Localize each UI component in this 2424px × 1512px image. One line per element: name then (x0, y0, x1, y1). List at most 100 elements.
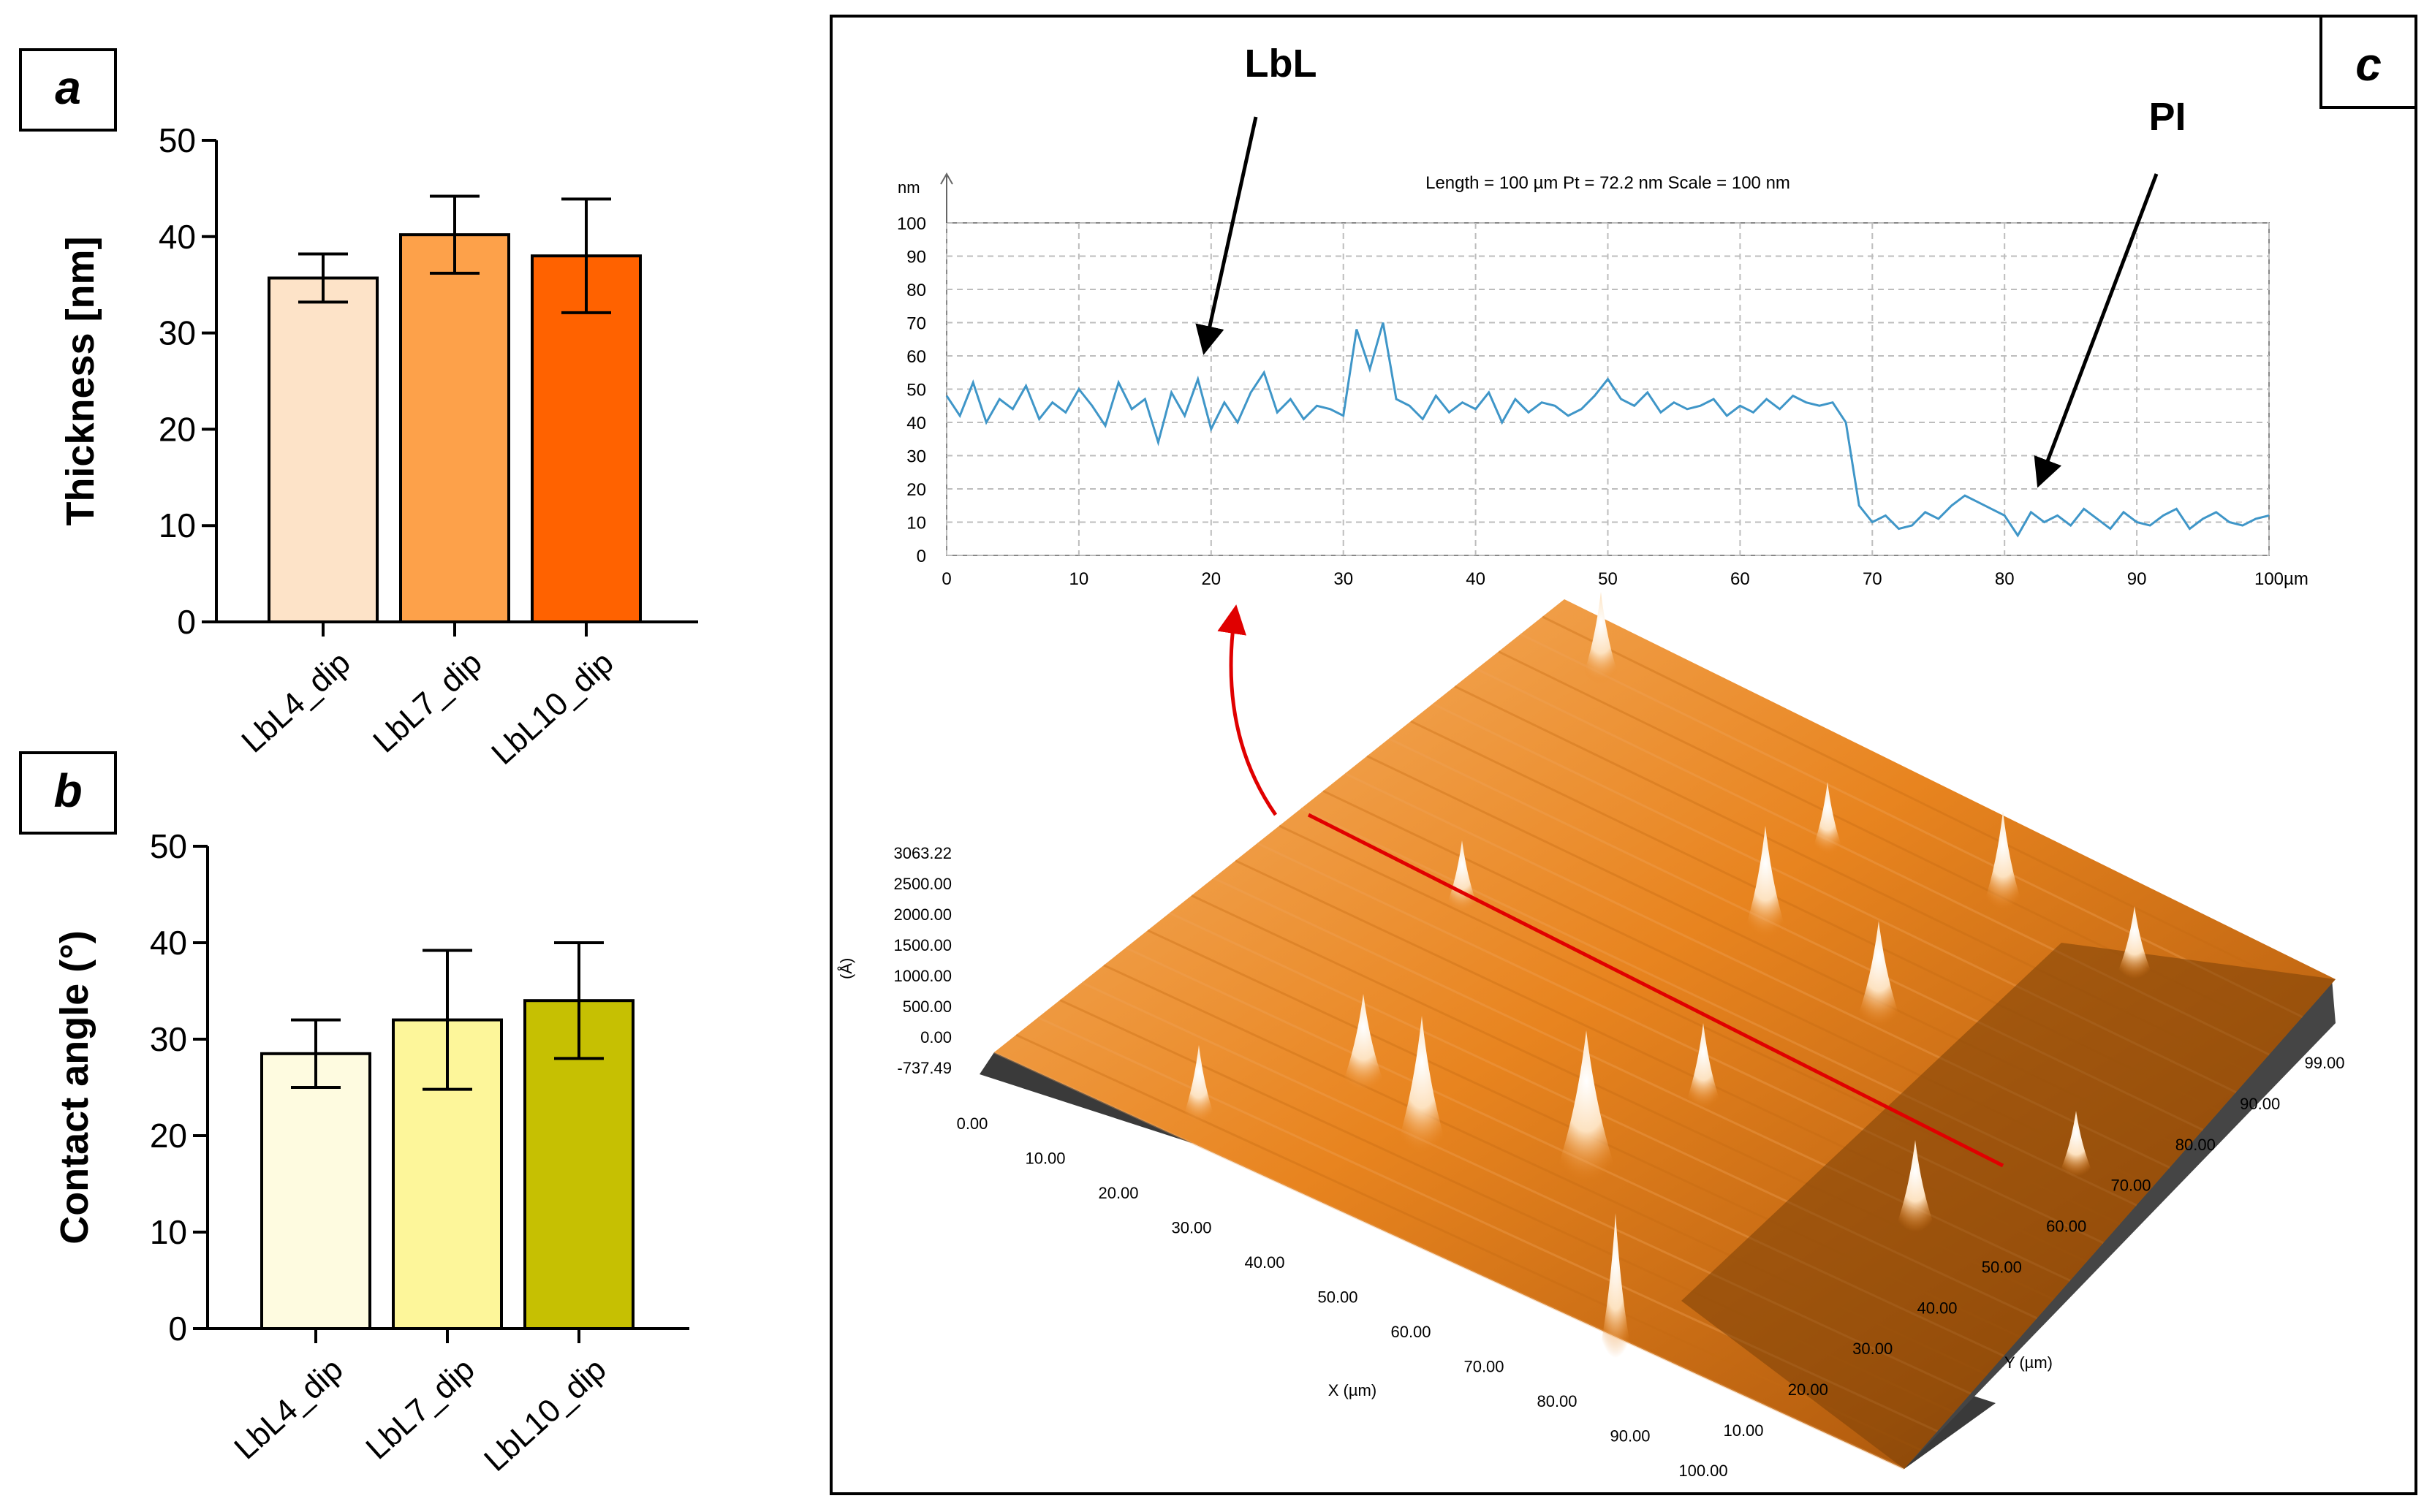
x-tick-label: LbL10_dip (485, 645, 621, 772)
surface-texture-line (1542, 615, 2319, 1000)
surface-peak (1977, 811, 2029, 921)
panel-label-b: b (53, 764, 82, 817)
y-axis-arrow-head (940, 172, 953, 185)
y-tick-label: 30 (159, 314, 196, 352)
y-tick-label: 0 (917, 547, 926, 566)
surface-peak (1546, 1030, 1626, 1198)
scan-line (1307, 813, 2004, 1168)
surface-peak (2111, 906, 2158, 987)
y-tick-label: 40 (906, 414, 926, 433)
panel-label-a-box: a (19, 48, 117, 132)
x-tick-label-3d: 50.00 (1317, 1288, 1357, 1307)
y-tick-label: 80 (906, 281, 926, 300)
y-tick-label-3d: 70.00 (2110, 1177, 2151, 1195)
panel-label-c: c (2355, 38, 2382, 91)
chart-thickness: 0 10 20 30 40 50 Thickness [nm] LbL4_dip LbL7_di… (58, 121, 698, 772)
surface-peak (1807, 782, 1848, 862)
x-tick-label: 40 (1466, 569, 1485, 589)
z-tick-label: 2000.00 (893, 905, 952, 924)
chart-height-profile: 0 10 20 30 40 50 60 70 80 90 100 0 10 20 30 40 50 60 70 80 9… (897, 172, 2309, 589)
annotation-pi-arrow (2034, 173, 2159, 488)
y-tick-label: 40 (159, 218, 196, 256)
bar-LbL10_dip (531, 254, 642, 623)
panel-label-c-box: c (2319, 15, 2417, 109)
z-tick-label: 3063.22 (893, 844, 952, 862)
surface-peak (1595, 1213, 1636, 1374)
y-tick-label: 20 (906, 480, 926, 500)
surface-peak (1440, 840, 1484, 921)
x-tick-label: 50 (1598, 569, 1618, 589)
x-tick-label: 90 (2127, 569, 2147, 589)
x-tick-label-3d: 20.00 (1098, 1184, 1138, 1202)
y-tick-label: 40 (150, 924, 187, 962)
y-tick-label: 0 (168, 1310, 187, 1348)
profile-line (945, 322, 2270, 538)
z-tick-label: 1000.00 (893, 967, 952, 985)
y-tick-label-3d: 90.00 (2240, 1095, 2280, 1113)
y-tick-label: 20 (159, 410, 196, 448)
annotation-lbl-arrow (1195, 116, 1258, 355)
surface-peak (1738, 826, 1793, 950)
bar-LbL7_dip (399, 233, 510, 623)
panel-c-frame (830, 15, 2417, 1495)
x-axis-unit: µm (2284, 569, 2309, 589)
x-tick-label: 0 (942, 569, 951, 589)
y-tick-label-3d: 30.00 (1852, 1340, 1893, 1358)
annotation-lbl: LbL (1195, 42, 1317, 355)
z-axis-unit: (Å) (837, 958, 855, 979)
x-axis-title-3d: X (µm) (1328, 1381, 1376, 1399)
x-tick-label: LbL4_dip (227, 1351, 349, 1467)
z-tick-label: -737.49 (897, 1059, 952, 1077)
panel-label-a: a (55, 61, 81, 114)
x-tick-label-3d: 100.00 (1678, 1462, 1727, 1480)
annotation-pi-label: PI (2148, 95, 2186, 139)
y-tick-label: 20 (150, 1117, 187, 1155)
red-curved-arrow (1217, 604, 1278, 816)
y-tick-label-3d: 99.00 (2304, 1054, 2344, 1072)
surface-texture-line (1520, 633, 2303, 1018)
surface-peak (1389, 1016, 1455, 1169)
y-tick-label: 30 (906, 447, 926, 467)
x-tick-label-3d: 30.00 (1171, 1219, 1211, 1237)
y-tick-label: 100 (897, 214, 926, 234)
x-tick-label: 30 (1333, 569, 1353, 589)
bar-LbL4_dip (268, 276, 379, 623)
y-tick-label-3d: 10.00 (1723, 1421, 1763, 1440)
y-tick-label: 10 (906, 514, 926, 533)
afm-3d-surface: (Å) 3063.22 2500.00 2000.00 1500.00 1000.00 50… (837, 592, 2345, 1480)
surface-peak (1576, 592, 1626, 694)
annotation-pi: PI (2034, 95, 2186, 488)
x-tick-label: 80 (1995, 569, 2015, 589)
surface-pi-region (1681, 943, 2336, 1469)
y-tick-label-3d: 80.00 (2175, 1136, 2216, 1154)
z-tick-label: 0.00 (920, 1028, 952, 1046)
surface-texture-line (1015, 1033, 1922, 1451)
x-tick-label: LbL10_dip (477, 1351, 613, 1478)
x-tick-label-3d: 60.00 (1390, 1323, 1431, 1341)
y-tick-label: 90 (906, 248, 926, 267)
profile-title: Length = 100 µm Pt = 72.2 nm Scale = 100… (1425, 173, 1790, 193)
y-axis-title: Thickness [nm] (58, 236, 102, 525)
bar-LbL4_dip (260, 1052, 371, 1331)
y-axis-unit: nm (898, 178, 920, 197)
x-tick-label-3d: 0.00 (957, 1114, 988, 1133)
x-tick-label-3d: 70.00 (1463, 1358, 1504, 1376)
surface-peak (1890, 1140, 1941, 1242)
y-tick-label: 70 (906, 314, 926, 334)
x-tick-label: 70 (1863, 569, 1882, 589)
y-tick-label: 50 (159, 121, 196, 159)
x-tick-label: 100 (2254, 569, 2284, 589)
y-tick-label-3d: 40.00 (1917, 1299, 1957, 1317)
x-tick-label: LbL7_dip (366, 645, 488, 760)
y-tick-label: 60 (906, 347, 926, 367)
z-tick-label: 1500.00 (893, 936, 952, 954)
y-tick-label: 50 (150, 827, 187, 865)
surface-peak (1334, 994, 1393, 1103)
chart-contact-angle: 0 10 20 30 40 50 Contact angle (°) LbL4_dip LbL7… (53, 827, 689, 1478)
x-tick-label: 20 (1201, 569, 1221, 589)
surface-peak (2054, 1111, 2098, 1184)
y-tick-label-3d: 60.00 (2046, 1217, 2086, 1236)
surface-peak (1680, 1023, 1727, 1118)
y-axis-title: Contact angle (°) (53, 930, 96, 1245)
